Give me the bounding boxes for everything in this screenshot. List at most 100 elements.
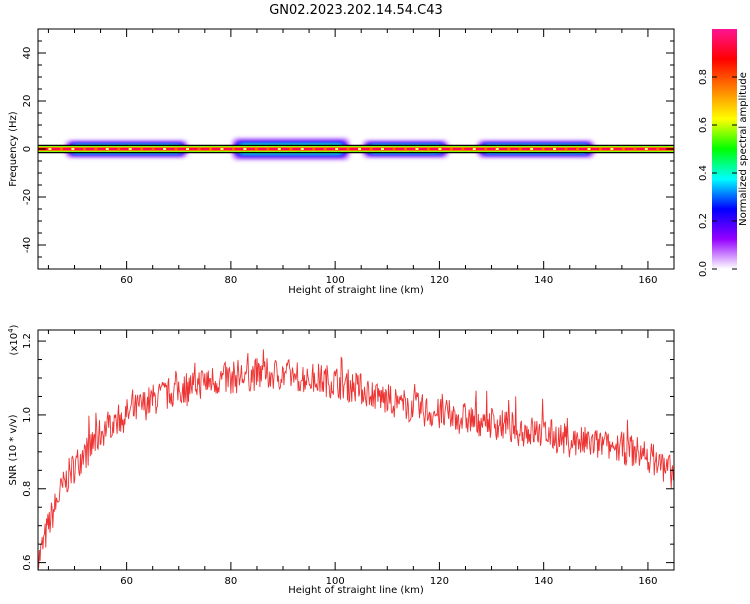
figure-title: GN02.2023.202.14.54.C43 bbox=[269, 3, 443, 18]
band-speckle bbox=[495, 148, 499, 150]
y-tick-label: 0.8 bbox=[22, 481, 33, 497]
x-tick-label: 120 bbox=[430, 275, 449, 286]
band-speckle bbox=[335, 148, 339, 150]
x-tick-label: 80 bbox=[225, 275, 238, 286]
snr-panel: 60 80 100 120 140 160 0.6 0.8 1.0 1.2 Height of s… bbox=[7, 324, 675, 596]
band-speckle bbox=[174, 148, 178, 150]
colorbar-tick-label: 0.6 bbox=[698, 117, 709, 133]
spectrogram-heat bbox=[38, 137, 674, 161]
band-speckle bbox=[105, 148, 109, 150]
band-speckle bbox=[254, 148, 258, 150]
y-tick-label: 1.2 bbox=[22, 333, 33, 349]
y-tick-label: 40 bbox=[22, 47, 33, 60]
colorbar-tick-label: 0.8 bbox=[698, 69, 709, 85]
band-speckle bbox=[220, 148, 224, 150]
snr-frame bbox=[37, 329, 675, 571]
band-speckle bbox=[82, 148, 86, 150]
x-tick-label: 140 bbox=[534, 275, 553, 286]
x-tick-label: 120 bbox=[430, 576, 449, 587]
band-speckle bbox=[59, 148, 63, 150]
colorbar-ticks: 0.0 0.2 0.4 0.6 0.8 bbox=[698, 69, 737, 277]
snr-ylabel: SNR (10 * v/v) bbox=[8, 414, 19, 485]
band-speckle bbox=[507, 148, 511, 150]
y-tick-label: -40 bbox=[22, 237, 33, 253]
colorbar-tick-label: 0.2 bbox=[698, 213, 709, 229]
band-speckle bbox=[438, 148, 442, 150]
spectrogram-ticks: 60 80 100 120 140 160 -40 -20 0 20 40 bbox=[22, 28, 675, 286]
band-speckle bbox=[449, 148, 453, 150]
spectrogram-panel: 60 80 100 120 140 160 -40 -20 0 20 40 Height of st… bbox=[8, 28, 675, 296]
band-speckle bbox=[266, 148, 270, 150]
band-speckle bbox=[128, 148, 132, 150]
band-speckle bbox=[163, 148, 167, 150]
band-speckle bbox=[403, 148, 407, 150]
colorbar-label: Normalized spectral amplitude bbox=[738, 72, 749, 226]
x-tick-label: 80 bbox=[225, 576, 238, 587]
band-speckle bbox=[231, 148, 235, 150]
band-speckle bbox=[312, 148, 316, 150]
band-speckle bbox=[633, 148, 637, 150]
band-speckle bbox=[461, 148, 465, 150]
band-speckle bbox=[610, 148, 614, 150]
band-layer-4 bbox=[38, 148, 674, 150]
x-tick-label: 100 bbox=[326, 576, 345, 587]
band-speckle bbox=[277, 148, 281, 150]
snr-xlabel: Height of straight line (km) bbox=[288, 585, 424, 596]
band-speckle bbox=[472, 148, 476, 150]
band-speckle bbox=[71, 148, 75, 150]
x-tick-label: 100 bbox=[326, 275, 345, 286]
band-speckle bbox=[518, 148, 522, 150]
band-speckle bbox=[381, 148, 385, 150]
spectrogram-ylabel: Frequency (Hz) bbox=[8, 111, 19, 187]
band-speckle bbox=[346, 148, 350, 150]
y-tick-label: -20 bbox=[22, 189, 33, 205]
y-tick-label: 20 bbox=[22, 95, 33, 108]
band-speckle bbox=[587, 148, 591, 150]
x-tick-label: 160 bbox=[638, 576, 657, 587]
band-speckle bbox=[644, 148, 648, 150]
snr-multiplier: (x104) bbox=[7, 324, 20, 355]
band-speckle bbox=[415, 148, 419, 150]
band-speckle bbox=[300, 148, 304, 150]
colorbar-tick-label: 0.0 bbox=[698, 261, 709, 277]
band-speckle bbox=[541, 148, 545, 150]
colorbar: 0.0 0.2 0.4 0.6 0.8 Normalized spectral ampl… bbox=[698, 29, 749, 277]
band-speckle bbox=[117, 148, 121, 150]
band-speckle bbox=[186, 148, 190, 150]
band-speckle bbox=[208, 148, 212, 150]
band-speckle bbox=[564, 148, 568, 150]
band-speckle bbox=[48, 148, 52, 150]
x-tick-label: 140 bbox=[534, 576, 553, 587]
band-speckle bbox=[426, 148, 430, 150]
snr-line-layer bbox=[37, 349, 675, 571]
band-speckle bbox=[289, 148, 293, 150]
x-tick-label: 60 bbox=[120, 275, 133, 286]
band-speckle bbox=[530, 148, 534, 150]
x-tick-label: 160 bbox=[638, 275, 657, 286]
x-tick-label: 60 bbox=[120, 576, 133, 587]
band-speckle bbox=[484, 148, 488, 150]
band-speckle bbox=[151, 148, 155, 150]
y-tick-label: 0 bbox=[22, 146, 33, 152]
band-speckle bbox=[392, 148, 396, 150]
colorbar-gradient bbox=[712, 29, 737, 269]
colorbar-tick-label: 0.4 bbox=[698, 165, 709, 181]
band-speckle bbox=[621, 148, 625, 150]
snr-series-line bbox=[37, 349, 675, 571]
band-speckle bbox=[323, 148, 327, 150]
band-speckle bbox=[575, 148, 579, 150]
snr-ticks: 60 80 100 120 140 160 0.6 0.8 1.0 1.2 bbox=[22, 330, 675, 587]
spectrogram-xlabel: Height of straight line (km) bbox=[288, 285, 424, 296]
y-tick-label: 0.6 bbox=[22, 555, 33, 571]
band-speckle bbox=[358, 148, 362, 150]
band-speckle bbox=[94, 148, 98, 150]
band-speckle bbox=[553, 148, 557, 150]
band-speckle bbox=[656, 148, 660, 150]
band-speckle bbox=[598, 148, 602, 150]
band-speckle bbox=[243, 148, 247, 150]
band-speckle bbox=[369, 148, 373, 150]
band-speckle bbox=[197, 148, 201, 150]
y-tick-label: 1.0 bbox=[22, 407, 33, 423]
